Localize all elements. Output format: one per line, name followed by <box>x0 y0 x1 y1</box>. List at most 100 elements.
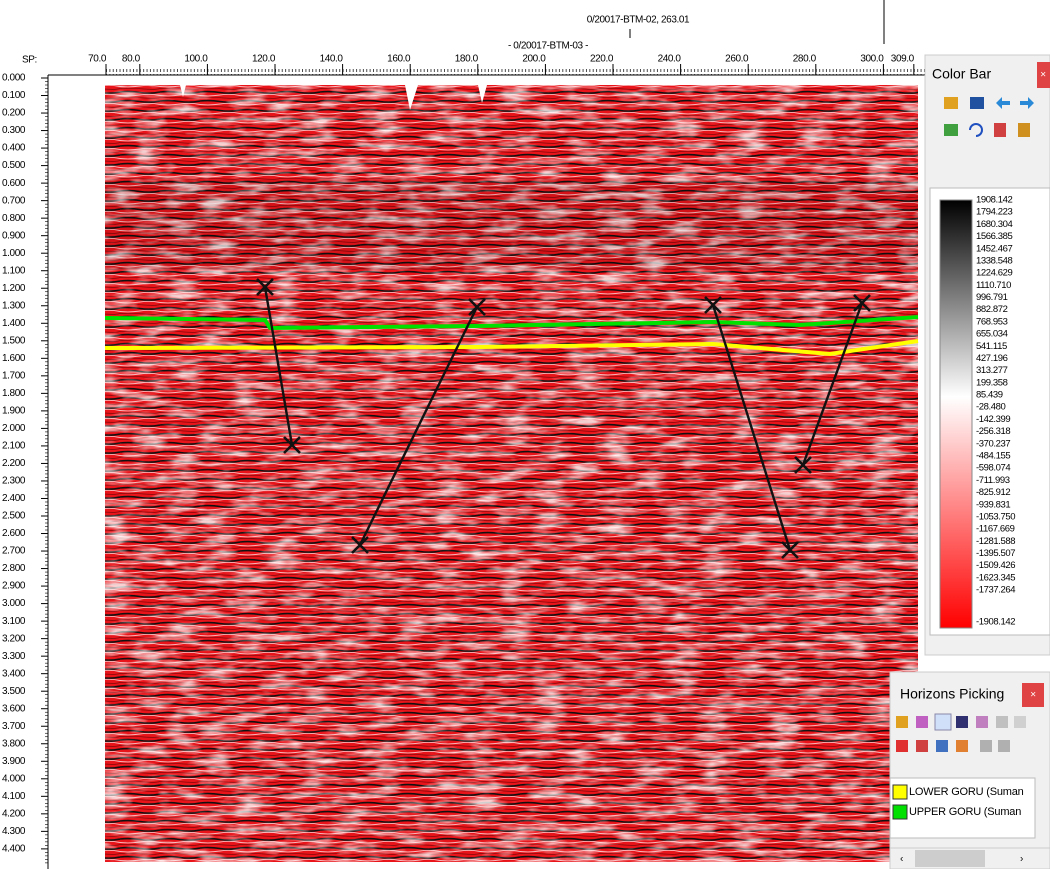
time-tick-label: 0.800 <box>2 213 26 224</box>
sp-tick-label: 160.0 <box>387 54 411 65</box>
color-bar-label: 768.953 <box>976 316 1008 327</box>
tool[interactable] <box>996 716 1008 728</box>
color-bar-label: -711.993 <box>976 475 1010 486</box>
tool[interactable] <box>956 716 968 728</box>
sp-tick-label: 70.0 <box>88 54 107 65</box>
time-tick-label: 1.100 <box>2 265 26 276</box>
time-tick-label: 4.400 <box>2 844 26 855</box>
tool[interactable] <box>998 740 1010 752</box>
time-tick-label: 1.000 <box>2 248 26 259</box>
time-tick-label: 1.400 <box>2 318 26 329</box>
tool-color1[interactable] <box>994 123 1006 137</box>
color-bar-label: 199.358 <box>976 377 1008 388</box>
time-tick-label: 3.200 <box>2 633 26 644</box>
time-tick-label: 3.300 <box>2 651 26 662</box>
color-bar-label: 1338.548 <box>976 255 1013 266</box>
time-tick-label: 1.300 <box>2 300 26 311</box>
close-icon[interactable]: × <box>1030 690 1036 701</box>
tool[interactable] <box>896 716 908 728</box>
color-bar-label: 1452.467 <box>976 243 1013 254</box>
tool[interactable] <box>936 740 948 752</box>
well-label: - 0/20017-BTM-03 - <box>508 41 588 52</box>
time-tick-label: 2.800 <box>2 563 26 574</box>
tool[interactable] <box>956 740 968 752</box>
color-bar-label: -1395.507 <box>976 548 1015 559</box>
tool[interactable] <box>916 740 928 752</box>
color-bar-label: 1566.385 <box>976 231 1013 242</box>
time-tick-label: 1.700 <box>2 370 26 381</box>
time-tick-label: 3.700 <box>2 721 26 732</box>
time-tick-label: 3.800 <box>2 738 26 749</box>
tool-open[interactable] <box>944 97 958 109</box>
time-tick-label: 1.900 <box>2 406 26 417</box>
time-tick-label: 0.400 <box>2 143 26 154</box>
time-tick-label: 2.700 <box>2 546 26 557</box>
tool-save[interactable] <box>970 97 984 109</box>
sp-tick-label: 280.0 <box>793 54 817 65</box>
time-tick-label: 1.600 <box>2 353 26 364</box>
time-tick-label: 1.200 <box>2 283 26 294</box>
time-tick-label: 4.100 <box>2 791 26 802</box>
tool[interactable] <box>935 714 951 730</box>
color-bar-label: -1737.264 <box>976 585 1015 596</box>
time-tick-label: 2.300 <box>2 476 26 487</box>
time-tick-label: 2.500 <box>2 511 26 522</box>
color-bar-label: 427.196 <box>976 353 1008 364</box>
scroll-thumb[interactable] <box>915 850 985 867</box>
color-bar-label: -598.074 <box>976 463 1010 474</box>
time-tick-label: 0.200 <box>2 108 26 119</box>
tool-flip[interactable] <box>944 124 958 136</box>
time-tick-label: 0.000 <box>2 73 26 84</box>
time-tick-label: 2.400 <box>2 493 26 504</box>
close-icon[interactable]: × <box>1040 70 1046 81</box>
sp-tick-label: 309.0 <box>891 54 915 65</box>
color-bar-label: 313.277 <box>976 365 1008 376</box>
sp-tick-label: 300.0 <box>860 54 884 65</box>
color-bar-label: -1167.669 <box>976 524 1015 535</box>
color-bar-label: 1794.223 <box>976 207 1013 218</box>
time-tick-label: 4.000 <box>2 773 26 784</box>
time-tick-label: 3.100 <box>2 616 26 627</box>
time-tick-label: 2.000 <box>2 423 26 434</box>
sp-tick-label: 180.0 <box>455 54 479 65</box>
panel-title: Horizons Picking <box>900 686 1004 702</box>
sp-tick-label: 260.0 <box>725 54 749 65</box>
color-bar-label: -28.480 <box>976 402 1006 413</box>
color-bar-label: -939.831 <box>976 499 1010 510</box>
color-bar-label: -142.399 <box>976 414 1010 425</box>
tool[interactable] <box>916 716 928 728</box>
horizon-swatch <box>893 805 907 819</box>
time-tick-label: 1.800 <box>2 388 26 399</box>
time-tick-label: 4.300 <box>2 826 26 837</box>
time-tick-label: 2.100 <box>2 441 26 452</box>
sp-tick-label: 120.0 <box>252 54 276 65</box>
time-tick-label: 0.600 <box>2 178 26 189</box>
color-bar-label: -1908.142 <box>976 617 1015 628</box>
time-tick-label: 3.600 <box>2 703 26 714</box>
tool[interactable] <box>976 716 988 728</box>
seismic-band <box>105 180 918 270</box>
horizon-name[interactable]: LOWER GORU (Suman <box>909 786 1024 798</box>
time-tick-label: 3.400 <box>2 668 26 679</box>
color-bar-label: 85.439 <box>976 390 1003 401</box>
tool-color2[interactable] <box>1018 123 1030 137</box>
page: 0/20017-BTM-02, 263.01 - 0/20017-BTM-03 … <box>0 0 1050 869</box>
tool[interactable] <box>980 740 992 752</box>
scroll-right[interactable]: › <box>1020 854 1023 865</box>
time-tick-label: 0.500 <box>2 160 26 171</box>
color-bar-label: -1053.750 <box>976 511 1015 522</box>
color-bar-label: -1281.588 <box>976 536 1015 547</box>
sp-tick-label: 80.0 <box>122 54 141 65</box>
horizon-name[interactable]: UPPER GORU (Suman <box>909 806 1021 818</box>
tool[interactable] <box>896 740 908 752</box>
time-tick-label: 2.900 <box>2 581 26 592</box>
time-tick-label: 1.500 <box>2 335 26 346</box>
sp-label: SP: <box>22 55 37 66</box>
color-bar-label: 541.115 <box>976 341 1007 352</box>
sp-tick-label: 200.0 <box>522 54 546 65</box>
color-bar-label: 1908.142 <box>976 195 1013 206</box>
tool[interactable] <box>1014 716 1026 728</box>
color-bar-label: 1110.710 <box>976 280 1011 291</box>
scroll-left[interactable]: ‹ <box>900 854 903 865</box>
time-tick-label: 0.300 <box>2 125 26 136</box>
